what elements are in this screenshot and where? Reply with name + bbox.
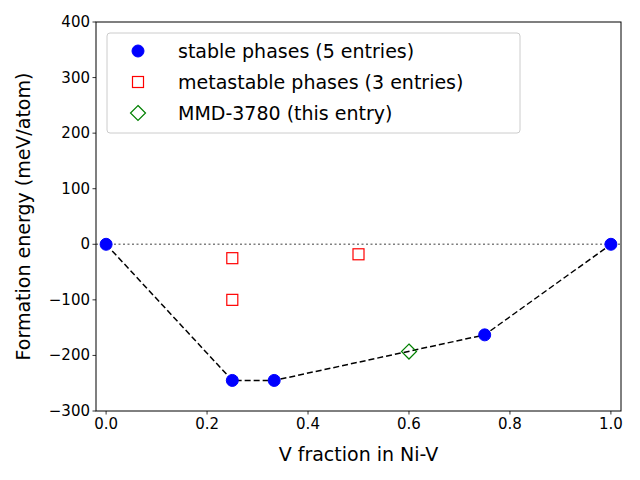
y-tick-label: 400: [61, 13, 90, 31]
x-tick: [207, 411, 208, 415]
x-tick-label: 0.4: [296, 415, 320, 433]
y-tick: [93, 133, 97, 134]
x-tick-label: 0.6: [397, 415, 421, 433]
x-tick-label: 0.0: [94, 415, 118, 433]
y-tick-label: −100: [49, 291, 90, 309]
chart: 0.0 0.2 0.4 0.6 0.8 1.0 −300 −200 −100 0 100 200 300…: [0, 0, 640, 480]
legend: stable phases (5 entries) metastable phas…: [107, 33, 520, 133]
y-tick: [93, 299, 97, 300]
y-tick: [93, 188, 97, 189]
legend-marker: [133, 77, 144, 88]
y-tick-label: 200: [61, 124, 90, 142]
legend-label: stable phases (5 entries): [178, 40, 414, 62]
x-axis-label: V fraction in Ni-V: [279, 443, 439, 465]
legend-label: MMD-3780 (this entry): [178, 102, 392, 124]
x-tick: [308, 411, 309, 415]
point: [479, 329, 491, 341]
point: [605, 238, 617, 250]
legend-marker: [132, 45, 144, 57]
point: [226, 374, 238, 386]
legend-box: [107, 33, 520, 133]
x-tick: [106, 411, 107, 415]
y-axis-label: Formation energy (meV/atom): [12, 73, 34, 361]
point: [227, 294, 238, 305]
point: [353, 249, 364, 260]
hull-line: [106, 244, 611, 380]
x-tick: [509, 411, 510, 415]
y-tick-label: 300: [61, 69, 90, 87]
x-tick: [408, 411, 409, 415]
y-tick-label: −200: [49, 346, 90, 364]
point: [100, 238, 112, 250]
y-tick: [93, 244, 97, 245]
reference-line: [96, 244, 621, 246]
y-tick: [93, 411, 97, 412]
frame: [96, 22, 621, 411]
x-tick-label: 0.2: [195, 415, 219, 433]
y-tick: [93, 77, 97, 78]
y-tick: [93, 22, 97, 23]
point: [401, 344, 416, 359]
y-tick-label: 0: [80, 235, 90, 253]
point: [268, 374, 280, 386]
plot-area: [96, 238, 621, 386]
x-tick: [610, 411, 611, 415]
y-tick-label: −300: [49, 402, 90, 420]
legend-marker: [131, 106, 146, 121]
y-tick-label: 100: [61, 180, 90, 198]
background: [0, 0, 640, 480]
x-tick-label: 0.8: [498, 415, 522, 433]
y-tick: [93, 355, 97, 356]
legend-label: metastable phases (3 entries): [178, 71, 463, 93]
point: [227, 253, 238, 264]
x-tick-label: 1.0: [599, 415, 623, 433]
